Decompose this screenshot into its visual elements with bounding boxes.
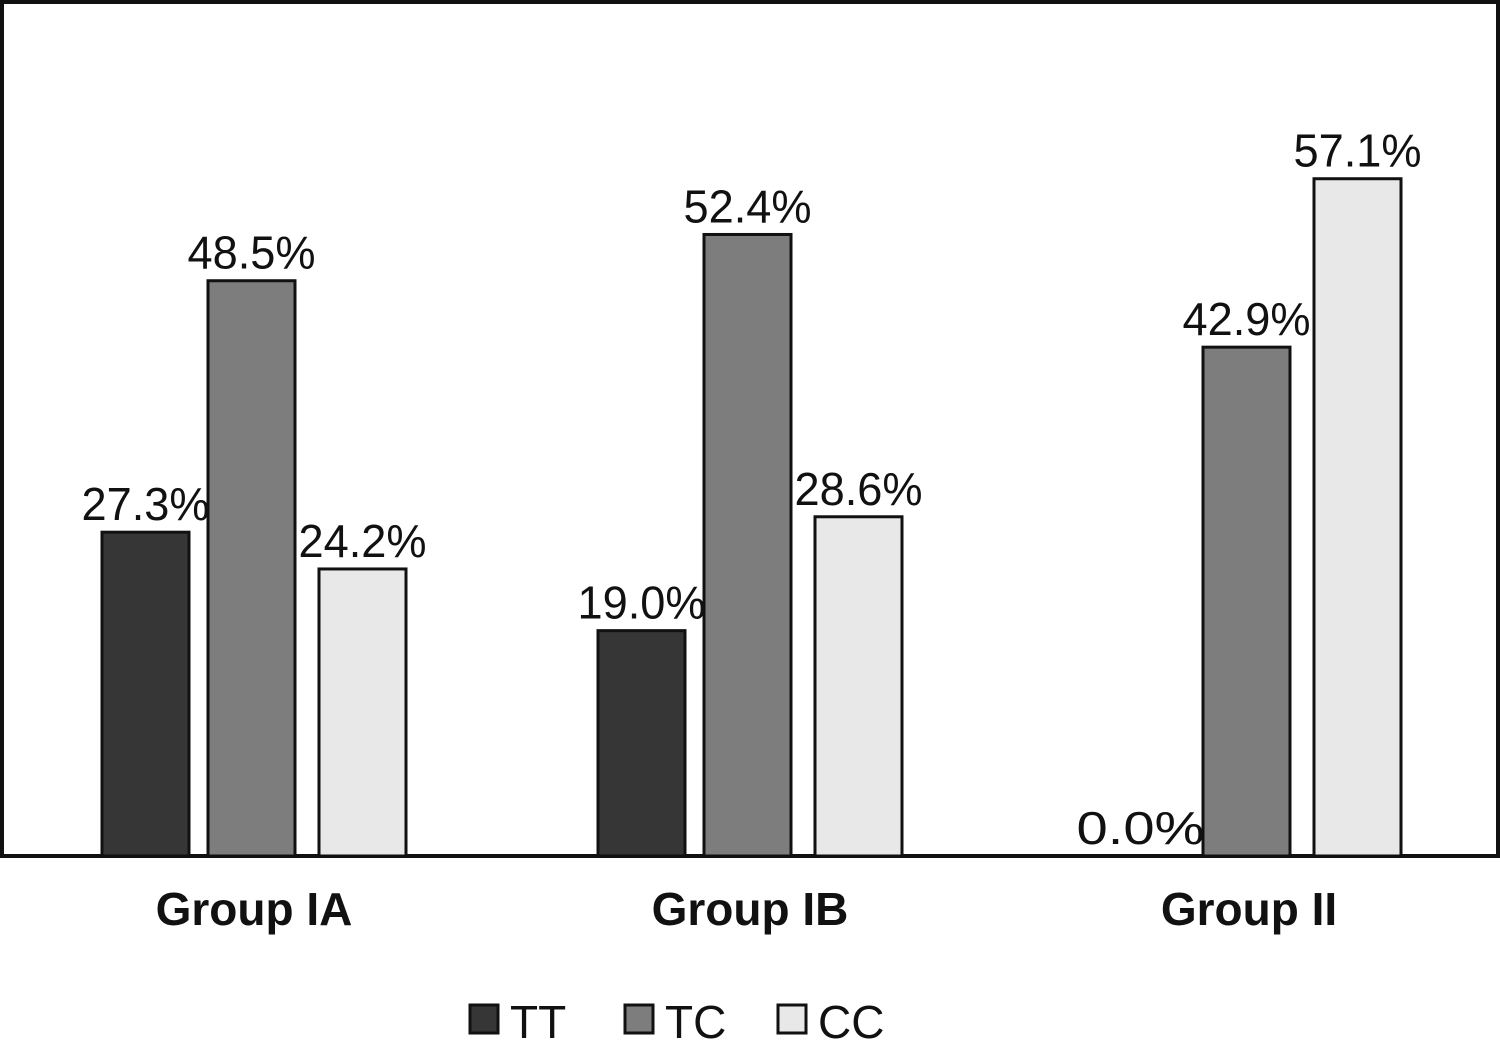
legend-label: TT <box>510 996 566 1040</box>
category-label: Group IA <box>156 883 353 935</box>
data-label: 52.4% <box>684 180 812 232</box>
bar-cc-group-ib <box>813 515 904 858</box>
bar-tt-group-ib <box>596 629 687 858</box>
bar-cc-group-ia <box>317 567 408 858</box>
data-label: 24.2% <box>299 515 427 567</box>
legend-item-tc: TC <box>623 996 726 1040</box>
data-label: 28.6% <box>795 463 923 515</box>
bar-tc-group-ii <box>1201 345 1292 858</box>
data-label: 48.5% <box>188 227 316 279</box>
data-label: 42.9% <box>1183 293 1311 345</box>
data-label: 0.0% <box>1077 802 1205 854</box>
category-label: Group II <box>1161 883 1337 935</box>
bar-tt-group-ia <box>100 530 191 858</box>
legend-swatch <box>468 1003 500 1035</box>
data-label: 27.3% <box>82 478 210 530</box>
legend-swatch <box>623 1003 655 1035</box>
legend-item-tt: TT <box>468 996 566 1040</box>
data-label: 19.0% <box>578 577 706 629</box>
data-label: 57.1% <box>1294 125 1422 177</box>
legend-swatch <box>776 1003 808 1035</box>
category-label: Group IB <box>652 883 849 935</box>
bar-tc-group-ia <box>206 279 297 858</box>
legend-label: TC <box>665 996 726 1040</box>
bar-tc-group-ib <box>702 232 793 858</box>
legend-item-cc: CC <box>776 996 884 1040</box>
legend-label: CC <box>818 996 884 1040</box>
bar-cc-group-ii <box>1312 177 1403 858</box>
